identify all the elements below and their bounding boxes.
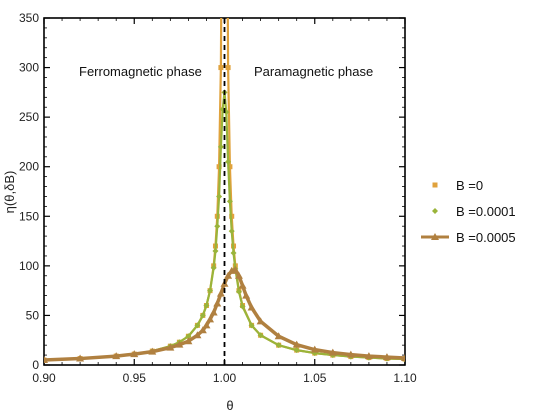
data-point (346, 350, 355, 358)
y-tick-label: 50 (26, 308, 40, 322)
y-tick-label: 350 (19, 11, 39, 25)
x-axis-label: θ (226, 398, 233, 413)
data-point (248, 322, 255, 329)
data-point (44, 356, 48, 364)
data-point (364, 352, 373, 360)
data-point (175, 340, 184, 348)
data-point (226, 198, 233, 205)
legend-item: B =0.0005 (421, 230, 516, 245)
data-point (310, 345, 319, 353)
annotation-paramagnetic: Paramagnetic phase (254, 64, 373, 79)
data-point (213, 299, 222, 307)
data-point (148, 347, 157, 355)
annotation-ferromagnetic: Ferromagnetic phase (79, 64, 202, 79)
y-tick-label: 250 (19, 110, 39, 124)
legend-marker (431, 233, 439, 240)
data-point (212, 247, 219, 254)
data-point (207, 287, 214, 294)
legend-item: B =0.0001 (432, 204, 516, 219)
data-point (76, 354, 85, 362)
axis-ticks: 0.90 0.95 1.00 1.05 1.10 0 50 100 150 200 250 300 35… (19, 11, 417, 385)
data-point (112, 352, 121, 360)
data-point (256, 317, 265, 325)
x-tick-label: 0.90 (32, 371, 56, 385)
data-point (206, 315, 215, 323)
data-point (242, 291, 251, 299)
series-2 (44, 265, 405, 364)
data-point (216, 193, 223, 200)
data-point (292, 340, 301, 348)
legend: B =0 B =0.0001 B =0.0005 (421, 178, 516, 245)
data-point (194, 322, 201, 329)
legend-marker (432, 182, 438, 188)
data-point (227, 164, 233, 170)
y-tick-label: 0 (32, 358, 39, 372)
data-point (185, 333, 192, 340)
data-point (214, 223, 221, 230)
data-point (238, 281, 247, 289)
data-point (166, 343, 175, 351)
data-point (228, 228, 235, 235)
data-point (257, 332, 264, 339)
data-point (274, 332, 283, 340)
data-point (198, 326, 207, 334)
data-point (235, 288, 242, 295)
legend-label: B =0 (456, 178, 483, 193)
data-point (234, 271, 243, 279)
y-axis-label: η(θ,δB) (2, 171, 17, 214)
legend-item: B =0 (432, 178, 483, 193)
y-tick-label: 200 (19, 160, 39, 174)
legend-label: B =0.0001 (456, 204, 516, 219)
legend-marker (432, 208, 438, 214)
data-point (209, 308, 218, 316)
data-point (230, 249, 237, 256)
data-point (202, 321, 211, 329)
data-point (328, 348, 337, 356)
data-point (193, 331, 202, 339)
data-point (210, 264, 217, 271)
data-point (401, 354, 405, 362)
data-point (217, 143, 224, 150)
x-tick-label: 1.10 (393, 371, 417, 385)
data-point (203, 302, 210, 309)
data-point (247, 303, 256, 311)
data-point (199, 312, 206, 319)
data-point (218, 65, 224, 71)
data-point (216, 289, 225, 297)
x-tick-label: 1.00 (213, 371, 237, 385)
data-point (130, 350, 139, 358)
data-point (293, 347, 300, 354)
data-point (275, 342, 282, 349)
x-tick-label: 1.05 (303, 371, 327, 385)
y-tick-label: 300 (19, 61, 39, 75)
data-point (225, 65, 231, 71)
x-tick-label: 0.95 (123, 371, 147, 385)
data-point (382, 353, 391, 361)
data-point (239, 303, 246, 310)
legend-label: B =0.0005 (456, 230, 516, 245)
data-point (225, 158, 232, 165)
y-tick-label: 100 (19, 259, 39, 273)
series-layer (44, 18, 405, 364)
y-tick-label: 150 (19, 209, 39, 223)
data-point (231, 265, 240, 273)
data-point (224, 271, 233, 279)
data-point (184, 337, 193, 345)
